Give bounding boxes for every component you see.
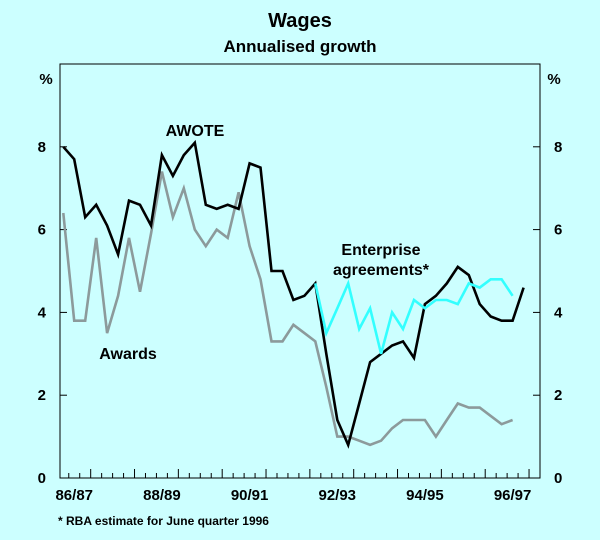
series-label-awote: AWOTE: [166, 123, 225, 140]
x-tick-label: 96/97: [494, 487, 532, 504]
series-line-enterprise-agreements: [314, 277, 514, 355]
chart-subtitle: Annualised growth: [224, 37, 377, 56]
y-tick-label-left: 6: [38, 222, 46, 239]
series-line-awote: [62, 139, 525, 449]
right-axis-unit: %: [547, 71, 560, 88]
series-label-enterprise-line1: Enterprise: [341, 242, 420, 259]
left-axis-unit: %: [39, 71, 52, 88]
plot-area: [59, 63, 541, 479]
series-layer: [62, 139, 525, 449]
y-tick-label-right: 2: [554, 387, 562, 404]
chart-title: Wages: [268, 10, 332, 32]
y-tick-label-right: 4: [554, 304, 563, 321]
y-tick-label-right: 0: [554, 470, 562, 487]
y-tick-label-right: 8: [554, 139, 562, 156]
axis-layer: 0 0 2 2 4 4 6 6 8 8 86/87 88/89 90/91 92/93 94/95 96/97: [38, 139, 563, 504]
y-tick-label-left: 4: [38, 304, 47, 321]
x-tick-label: 88/89: [143, 487, 181, 504]
footnote: * RBA estimate for June quarter 1996: [58, 514, 269, 528]
y-tick-label-left: 0: [38, 470, 46, 487]
series-line-awards: [62, 171, 514, 447]
x-tick-label: 94/95: [406, 487, 444, 504]
x-tick-label: 90/91: [231, 487, 269, 504]
y-tick-label-left: 8: [38, 139, 46, 156]
series-label-enterprise-line2: agreements*: [333, 262, 430, 279]
y-tick-label-left: 2: [38, 387, 46, 404]
x-tick-label: 92/93: [318, 487, 356, 504]
x-tick-label: 86/87: [55, 487, 93, 504]
series-label-awards: Awards: [99, 346, 157, 363]
y-tick-label-right: 6: [554, 222, 562, 239]
